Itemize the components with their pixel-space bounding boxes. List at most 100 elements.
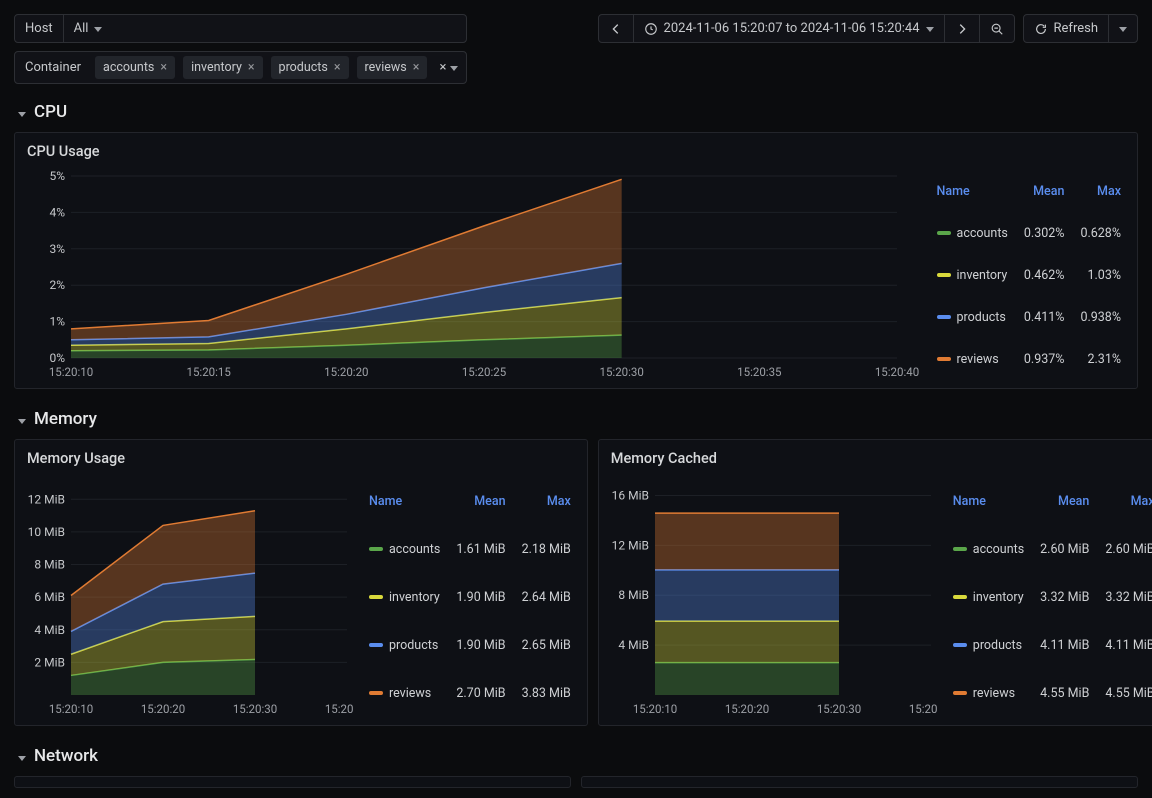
legend-row[interactable]: products1.90 MiB2.65 MiB <box>361 621 579 669</box>
legend-header[interactable]: Max <box>514 477 579 525</box>
svg-text:16 MiB: 16 MiB <box>611 488 648 502</box>
refresh-button[interactable]: Refresh <box>1024 15 1108 42</box>
svg-text:3%: 3% <box>49 242 65 256</box>
legend-row[interactable]: reviews0.937%2.31% <box>929 338 1129 380</box>
section-title: Network <box>34 746 98 766</box>
legend-header[interactable]: Name <box>929 170 1016 212</box>
host-label[interactable]: Host <box>15 15 63 42</box>
svg-text:15:20:10: 15:20:10 <box>633 702 677 716</box>
section-title: Memory <box>34 409 97 429</box>
legend-row[interactable]: products0.411%0.938% <box>929 296 1129 338</box>
svg-text:15:20:25: 15:20:25 <box>462 365 507 379</box>
svg-text:10 MiB: 10 MiB <box>28 525 65 539</box>
svg-text:12 MiB: 12 MiB <box>28 492 65 506</box>
tag-label: inventory <box>191 60 242 75</box>
svg-text:4 MiB: 4 MiB <box>618 638 649 652</box>
panel-memory-usage: Memory Usage 2 MiB4 MiB6 MiB8 MiB10 MiB1… <box>14 439 588 726</box>
svg-text:15:20:35: 15:20:35 <box>737 365 782 379</box>
chevron-down-icon <box>18 746 26 766</box>
svg-text:15:20:30: 15:20:30 <box>233 702 277 716</box>
chevron-down-icon <box>1119 21 1127 36</box>
legend-header[interactable]: Mean <box>1032 477 1097 525</box>
chevron-right-icon <box>955 22 969 36</box>
close-icon[interactable]: × <box>248 60 255 75</box>
memory-cached-chart[interactable]: 4 MiB8 MiB12 MiB16 MiB15:20:1015:20:2015… <box>607 477 937 717</box>
chevron-left-icon <box>609 22 623 36</box>
svg-text:4%: 4% <box>49 205 65 219</box>
legend-row[interactable]: accounts0.302%0.628% <box>929 212 1129 254</box>
chevron-down-icon <box>18 102 26 122</box>
legend-header[interactable]: Name <box>361 477 448 525</box>
time-next-button[interactable] <box>944 15 979 42</box>
svg-text:6 MiB: 6 MiB <box>34 590 65 604</box>
section-toggle-memory[interactable]: Memory <box>14 399 1138 439</box>
svg-text:4 MiB: 4 MiB <box>34 623 65 637</box>
svg-text:8 MiB: 8 MiB <box>618 588 649 602</box>
refresh-label: Refresh <box>1054 21 1098 36</box>
refresh-group[interactable]: Refresh <box>1023 14 1138 43</box>
svg-text:0%: 0% <box>49 351 65 365</box>
panel-network-placeholder <box>14 776 571 788</box>
svg-text:2 MiB: 2 MiB <box>34 655 65 669</box>
svg-text:15:20:20: 15:20:20 <box>725 702 769 716</box>
section-toggle-network[interactable]: Network <box>14 736 1138 776</box>
legend-row[interactable]: accounts1.61 MiB2.18 MiB <box>361 525 579 573</box>
chevron-down-icon <box>94 21 102 36</box>
legend-row[interactable]: reviews4.55 MiB4.55 MiB <box>945 669 1152 717</box>
legend-row[interactable]: inventory3.32 MiB3.32 MiB <box>945 573 1152 621</box>
refresh-interval-dropdown[interactable] <box>1108 15 1137 42</box>
chevron-down-icon <box>450 60 458 75</box>
svg-text:15:20:40: 15:20:40 <box>325 702 353 716</box>
svg-text:2%: 2% <box>49 278 65 292</box>
filter-tag[interactable]: reviews× <box>357 56 428 79</box>
close-icon[interactable]: × <box>160 60 167 75</box>
host-value: All <box>74 21 89 36</box>
host-filter[interactable]: Host All <box>14 14 467 43</box>
filter-tag[interactable]: products × <box>271 56 349 79</box>
zoom-out-button[interactable] <box>979 15 1014 42</box>
svg-text:15:20:10: 15:20:10 <box>49 365 93 379</box>
svg-text:15:20:20: 15:20:20 <box>324 365 368 379</box>
memory-usage-chart[interactable]: 2 MiB4 MiB6 MiB8 MiB10 MiB12 MiB15:20:10… <box>23 477 353 717</box>
section-title: CPU <box>34 102 67 122</box>
container-label: Container <box>15 54 91 81</box>
legend-header[interactable]: Name <box>945 477 1032 525</box>
zoom-out-icon <box>990 22 1004 36</box>
time-picker[interactable]: 2024-11-06 15:20:07 to 2024-11-06 15:20:… <box>598 14 1015 43</box>
legend-header[interactable]: Mean <box>448 477 513 525</box>
tag-label: accounts <box>103 60 154 75</box>
chevron-down-icon <box>926 21 934 36</box>
legend-row[interactable]: products4.11 MiB4.11 MiB <box>945 621 1152 669</box>
legend-row[interactable]: inventory1.90 MiB2.64 MiB <box>361 573 579 621</box>
host-value-dropdown[interactable]: All <box>63 15 113 42</box>
filter-tag[interactable]: accounts × <box>95 56 175 79</box>
filter-tag[interactable]: inventory × <box>183 56 262 79</box>
tag-label: products <box>279 60 328 75</box>
close-icon: × <box>439 60 446 75</box>
svg-text:5%: 5% <box>49 170 65 183</box>
section-toggle-cpu[interactable]: CPU <box>14 92 1138 132</box>
time-prev-button[interactable] <box>599 15 633 42</box>
legend-header[interactable]: Mean <box>1016 170 1073 212</box>
legend-row[interactable]: inventory0.462%1.03% <box>929 254 1129 296</box>
legend-row[interactable]: accounts2.60 MiB2.60 MiB <box>945 525 1152 573</box>
legend-header[interactable]: Max <box>1072 170 1129 212</box>
panel-memory-cached: Memory Cached 4 MiB8 MiB12 MiB16 MiB15:2… <box>598 439 1152 726</box>
clear-tags-button[interactable]: × <box>431 54 466 81</box>
cpu-usage-legend: NameMeanMaxaccounts0.302%0.628%inventory… <box>929 170 1129 380</box>
svg-text:15:20:15: 15:20:15 <box>186 365 231 379</box>
svg-text:15:20:40: 15:20:40 <box>909 702 937 716</box>
chevron-down-icon <box>18 409 26 429</box>
time-range-button[interactable]: 2024-11-06 15:20:07 to 2024-11-06 15:20:… <box>633 15 944 42</box>
panel-cpu-usage: CPU Usage 0%1%2%3%4%5%15:20:1015:20:1515… <box>14 132 1138 389</box>
legend-header[interactable]: Max <box>1097 477 1152 525</box>
container-filter[interactable]: Container accounts×inventory×products×re… <box>14 51 467 84</box>
refresh-icon <box>1034 22 1048 36</box>
close-icon[interactable]: × <box>413 60 420 75</box>
svg-text:15:20:30: 15:20:30 <box>817 702 861 716</box>
panel-title: Memory Cached <box>599 440 1152 477</box>
panel-title: Memory Usage <box>15 440 587 477</box>
close-icon[interactable]: × <box>334 60 341 75</box>
legend-row[interactable]: reviews2.70 MiB3.83 MiB <box>361 669 579 717</box>
cpu-usage-chart[interactable]: 0%1%2%3%4%5%15:20:1015:20:1515:20:2015:2… <box>23 170 921 380</box>
